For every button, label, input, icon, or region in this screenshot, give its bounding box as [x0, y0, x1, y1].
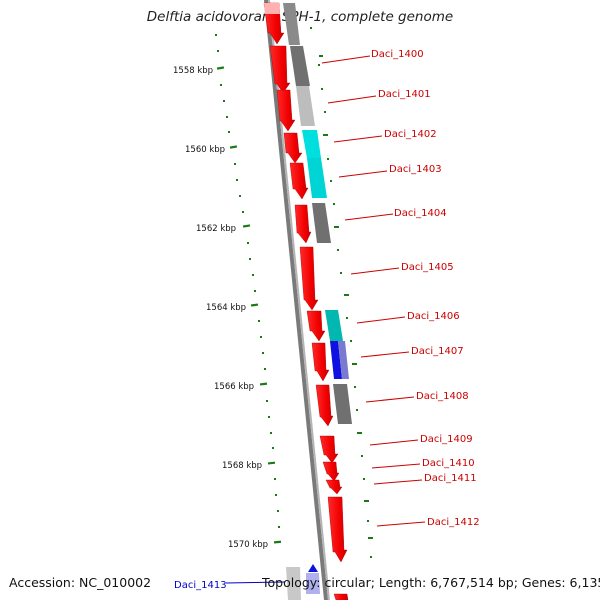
- gene-label[interactable]: Daci_1412: [427, 517, 480, 528]
- scale-label: 1570 kbp: [228, 540, 268, 550]
- scale-label: 1558 kbp: [173, 66, 213, 76]
- topology-info: Topology: circular; Length: 6,767,514 bp…: [262, 575, 600, 590]
- accession-info: Accession: NC_010002: [9, 575, 152, 590]
- inner-tick-ring: [310, 27, 373, 558]
- outer-tick-ring: [215, 34, 282, 544]
- gene-label[interactable]: Daci_1411: [424, 473, 477, 484]
- gene-label[interactable]: Daci_1401: [378, 89, 431, 100]
- gene-arrow: [315, 384, 334, 427]
- gene-label[interactable]: Daci_1403: [389, 164, 442, 175]
- gene-arrow: [327, 496, 348, 563]
- gene-label[interactable]: Daci_1405: [401, 262, 454, 273]
- gene-arrow: [276, 89, 296, 132]
- gene-arrow: [333, 593, 349, 600]
- gene-arrow: [325, 479, 343, 495]
- gene-label[interactable]: Daci_1407: [411, 346, 464, 357]
- gene-arrow: [289, 162, 309, 200]
- genome-backbone: [264, 0, 330, 600]
- scale-label: 1560 kbp: [185, 145, 225, 155]
- scale-label: 1566 kbp: [214, 382, 254, 392]
- forward-genes: [263, 2, 349, 600]
- scale-label: 1562 kbp: [196, 224, 236, 234]
- gene-arrow: [311, 342, 330, 382]
- cog-ring: [264, 3, 352, 600]
- gene-arrow: [306, 310, 326, 342]
- gene-arrow: [294, 204, 312, 244]
- gene-label[interactable]: Daci_1400: [371, 49, 424, 60]
- genome-title: Delftia acidovorans SPH-1, complete geno…: [146, 9, 454, 25]
- gene-label[interactable]: Daci_1402: [384, 129, 437, 140]
- gene-labels: Daci_1400 Daci_1401 Daci_1402 Daci_1403 …: [174, 49, 480, 591]
- gene-arrow: [283, 132, 303, 164]
- gene-arrow: [319, 435, 339, 464]
- gene-arrow: [299, 246, 319, 311]
- gene-arrow: [322, 461, 340, 482]
- gene-label[interactable]: Daci_1408: [416, 391, 469, 402]
- gene-label[interactable]: Daci_1404: [394, 208, 447, 219]
- scale-label: 1564 kbp: [206, 303, 246, 313]
- label-leaders: [225, 55, 426, 584]
- gene-label[interactable]: Daci_1410: [422, 458, 475, 469]
- scale-labels: 1558 kbp 1560 kbp 1562 kbp 1564 kbp 1566…: [173, 66, 268, 550]
- scale-label: 1568 kbp: [222, 461, 262, 471]
- gene-arrow: [269, 45, 291, 94]
- gene-label[interactable]: Daci_1406: [407, 311, 460, 322]
- gene-label[interactable]: Daci_1409: [420, 434, 473, 445]
- gene-label-reverse[interactable]: Daci_1413: [174, 580, 227, 591]
